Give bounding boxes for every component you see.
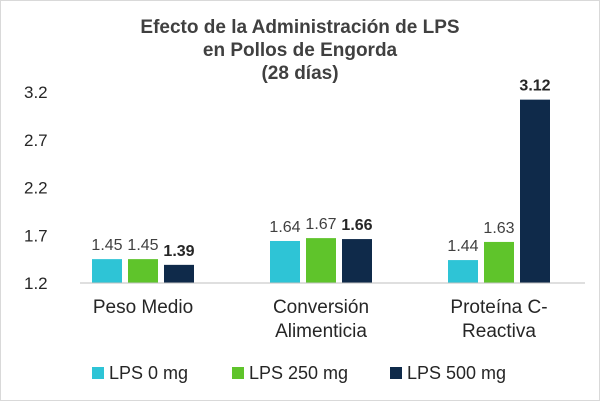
category-label: Peso Medio <box>93 297 193 318</box>
y-tick-label: 1.7 <box>24 226 48 245</box>
category-label: Proteína C- <box>450 297 547 318</box>
y-tick-label: 2.2 <box>24 179 48 198</box>
y-tick-label: 3.2 <box>24 83 48 102</box>
bar <box>448 260 478 283</box>
legend-label: LPS 500 mg <box>407 363 506 383</box>
bar <box>128 259 158 283</box>
chart-title-line: Efecto de la Administración de LPS <box>140 17 459 38</box>
legend: LPS 0 mg LPS 250 mg LPS 500 mg <box>92 363 506 383</box>
category-label: Alimenticia <box>275 321 367 342</box>
data-label: 1.64 <box>269 219 300 236</box>
bar <box>342 239 372 283</box>
category-label: Conversión <box>273 297 369 318</box>
bar <box>270 240 300 283</box>
bar <box>306 238 336 283</box>
y-axis: 3.2 2.7 2.2 1.7 1.2 <box>24 83 48 293</box>
category-label: Reactiva <box>462 321 536 342</box>
y-tick-label: 2.7 <box>24 131 48 150</box>
data-label: 1.39 <box>163 243 194 260</box>
legend-label: LPS 0 mg <box>109 363 188 383</box>
data-label: 1.63 <box>483 220 514 237</box>
bar <box>164 264 194 283</box>
legend-label: LPS 250 mg <box>249 363 348 383</box>
data-label: 3.12 <box>519 78 550 95</box>
bar <box>484 241 514 283</box>
data-label: 1.67 <box>305 216 336 233</box>
data-label: 1.66 <box>341 217 372 234</box>
y-tick-label: 1.2 <box>24 274 48 293</box>
data-label: 1.44 <box>447 238 478 255</box>
bar <box>520 99 550 283</box>
data-labels: 1.45 1.64 1.44 1.45 1.67 1.63 1.39 1.66 3.12 <box>91 78 550 260</box>
bar <box>92 259 122 283</box>
bars <box>92 99 550 283</box>
legend-swatch <box>92 367 104 379</box>
x-axis-categories: Peso Medio Conversión Alimenticia Proteína … <box>93 297 548 342</box>
legend-swatch <box>390 367 402 379</box>
chart-title-line: (28 días) <box>261 63 338 84</box>
legend-swatch <box>232 367 244 379</box>
data-label: 1.45 <box>127 237 158 254</box>
data-label: 1.45 <box>91 237 122 254</box>
chart-title-line: en Pollos de Engorda <box>203 40 398 61</box>
